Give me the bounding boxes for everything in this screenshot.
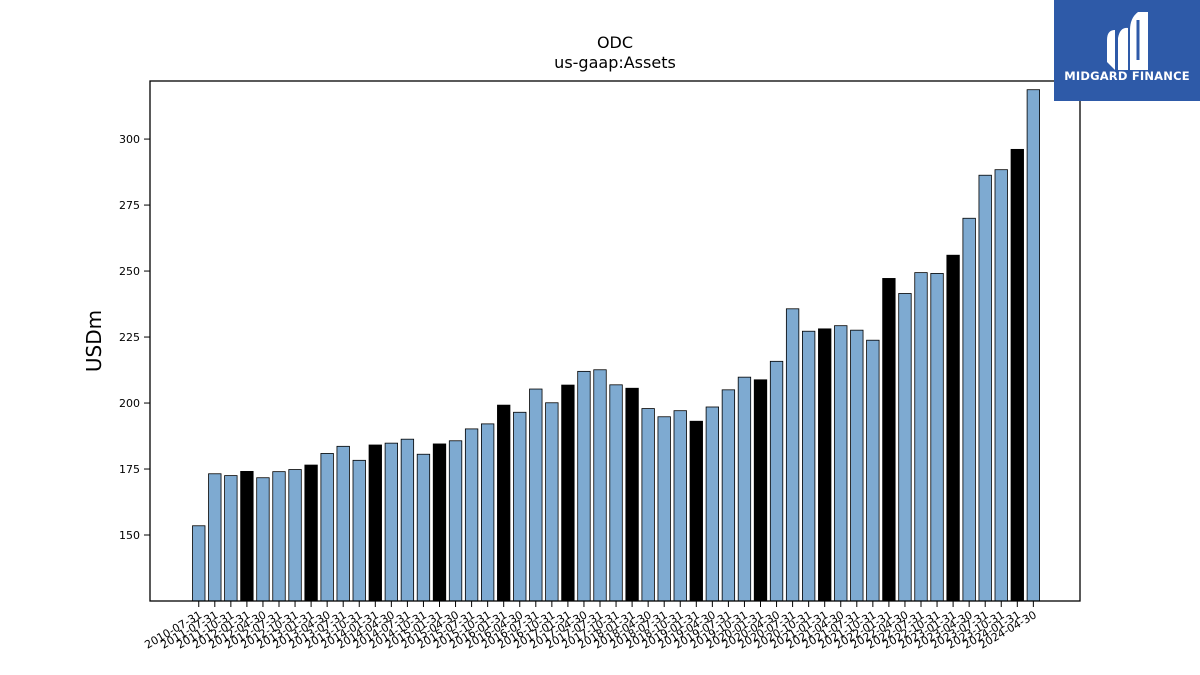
bar-2016-01-31 bbox=[529, 388, 543, 602]
bar-2020-04-30 bbox=[802, 330, 816, 602]
y-tick-label: 225 bbox=[119, 331, 140, 344]
bar-2014-04-30 bbox=[416, 453, 431, 602]
bar-2015-07-31 bbox=[497, 404, 511, 602]
bar-2013-01-31 bbox=[336, 445, 350, 602]
y-tick-label: 300 bbox=[119, 133, 140, 146]
chart-subtitle: us-gaap:Assets bbox=[554, 53, 676, 72]
bar-2010-10-31 bbox=[208, 473, 222, 602]
bar-2019-04-30 bbox=[737, 376, 752, 602]
bar-2014-10-31 bbox=[448, 440, 463, 602]
y-axis: 150 175 200 225 250 275 300 bbox=[119, 133, 150, 542]
bar-2020-07-31 bbox=[818, 328, 832, 602]
bar-2016-07-31 bbox=[561, 384, 575, 602]
bar-2022-04-30 bbox=[930, 273, 944, 602]
bar-2019-10-31 bbox=[769, 360, 784, 602]
bar-2018-10-31 bbox=[705, 406, 719, 602]
bar-2013-04-30 bbox=[352, 459, 366, 602]
bar-2014-01-31 bbox=[400, 438, 415, 602]
x-axis: 2010-07-312011-07-312011-10-312012-01-31… bbox=[142, 601, 1039, 652]
chart-title: ODC bbox=[597, 33, 633, 52]
y-tick-label: 275 bbox=[119, 199, 140, 212]
bar-2023-04-30 bbox=[994, 169, 1008, 602]
bar-2016-04-30 bbox=[545, 402, 559, 602]
y-tick-label: 250 bbox=[119, 265, 140, 278]
bar-2011-07-31 bbox=[240, 470, 254, 602]
bar-2021-01-31 bbox=[850, 329, 864, 602]
bar-2021-10-31 bbox=[898, 293, 912, 602]
bar-2014-07-31 bbox=[432, 443, 447, 602]
brand-name: MIDGARD FINANCE bbox=[1064, 69, 1190, 83]
bar-2012-07-31 bbox=[304, 464, 318, 602]
bar-2011-01-31 bbox=[224, 475, 238, 602]
bar-2019-07-31 bbox=[753, 379, 768, 602]
bar-2019-01-31 bbox=[721, 389, 736, 602]
bar-2021-04-30 bbox=[866, 339, 880, 602]
plot-frame bbox=[149, 80, 1081, 602]
bar-2022-10-31 bbox=[962, 217, 976, 602]
y-tick-label: 150 bbox=[119, 529, 140, 542]
bar-2015-01-31 bbox=[464, 428, 479, 602]
y-tick-label: 175 bbox=[119, 463, 140, 476]
y-axis-label: USDm bbox=[82, 310, 106, 372]
bar-2021-07-31 bbox=[882, 278, 896, 602]
bar-2015-04-30 bbox=[480, 423, 495, 602]
bar-2012-10-31 bbox=[320, 453, 334, 602]
bar-2023-07-31 bbox=[1010, 148, 1024, 602]
bar-2012-01-31 bbox=[272, 471, 286, 602]
bar-2017-01-31 bbox=[593, 369, 607, 602]
bar-2017-10-31 bbox=[641, 408, 655, 602]
bar-2023-01-31 bbox=[978, 174, 992, 602]
bar-2023-10-31 bbox=[1026, 89, 1040, 602]
bar-2018-01-31 bbox=[657, 416, 671, 602]
bar-2020-10-31 bbox=[834, 325, 848, 602]
bar-2010-07-31 bbox=[192, 525, 206, 602]
y-tick-label: 200 bbox=[119, 397, 140, 410]
bar-2013-07-31 bbox=[368, 444, 382, 602]
bar-2017-07-31 bbox=[625, 387, 639, 602]
brand-logo: MIDGARD FINANCE bbox=[1054, 0, 1200, 101]
bar-2022-07-31 bbox=[946, 254, 960, 602]
bar-2018-04-30 bbox=[673, 410, 687, 602]
bars-group bbox=[192, 89, 1040, 602]
bar-2011-10-31 bbox=[256, 477, 270, 602]
bar-2013-10-31 bbox=[384, 442, 399, 602]
bar-2022-01-31 bbox=[914, 272, 928, 602]
midgard-m-logo-icon bbox=[1107, 12, 1148, 71]
bar-2012-04-30 bbox=[288, 469, 302, 602]
bar-2016-10-31 bbox=[577, 370, 591, 602]
bar-2017-04-30 bbox=[609, 384, 623, 602]
bar-2020-01-31 bbox=[785, 308, 800, 602]
bar-2018-07-31 bbox=[689, 420, 703, 602]
bar-2015-10-31 bbox=[513, 411, 527, 602]
